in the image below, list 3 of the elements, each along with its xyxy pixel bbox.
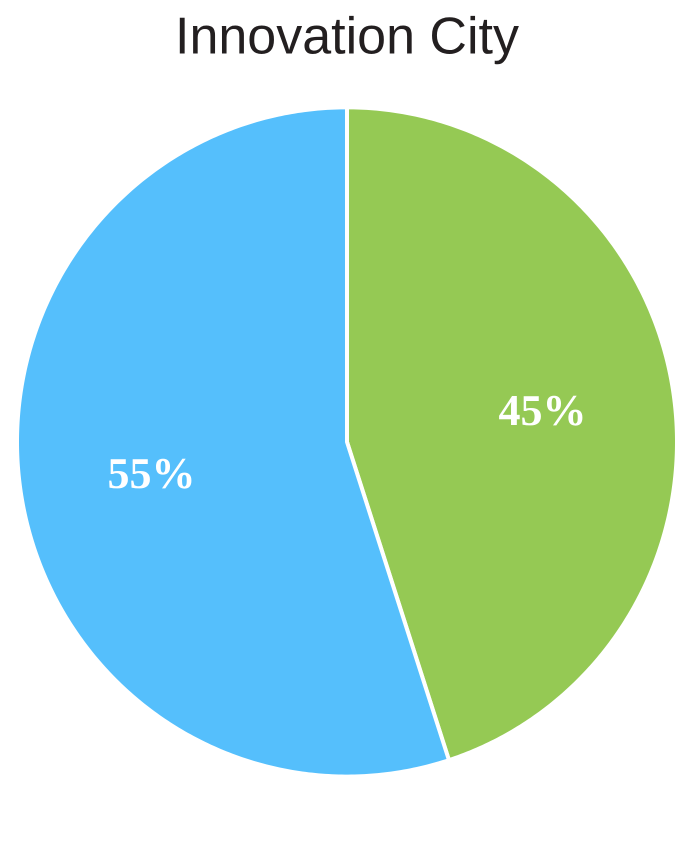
- chart-title: Innovation City: [175, 8, 519, 66]
- data-label: 55%: [107, 448, 196, 498]
- data-label: 45%: [498, 386, 587, 436]
